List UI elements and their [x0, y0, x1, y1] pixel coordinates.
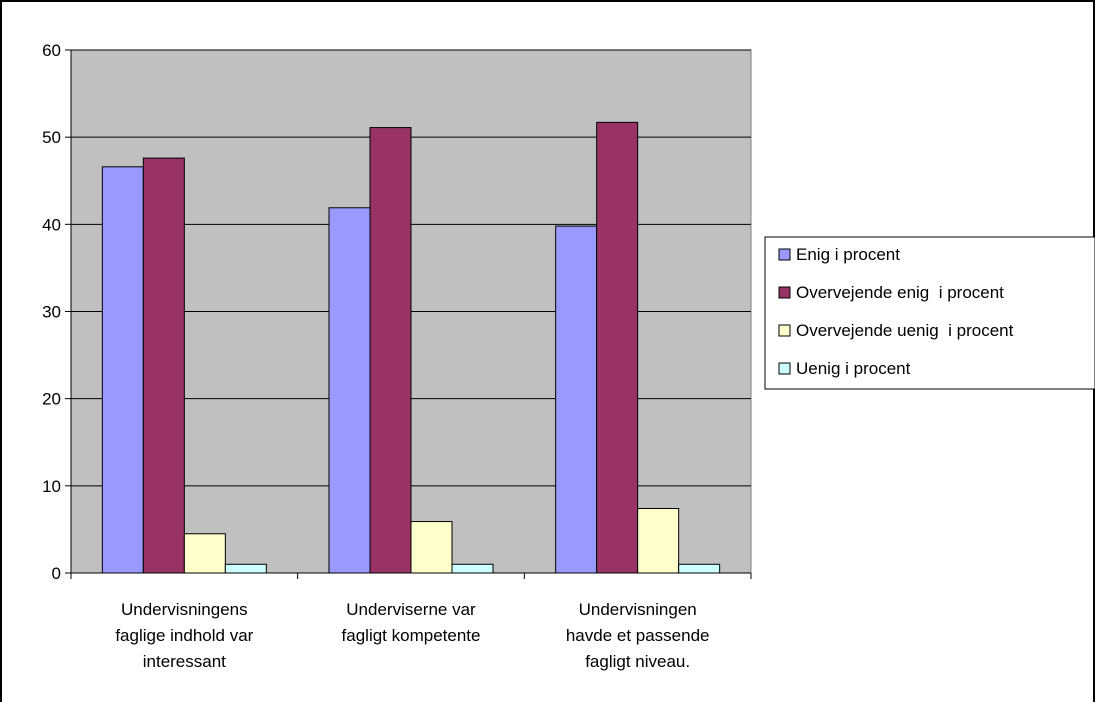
- legend-swatch-2: [778, 286, 791, 299]
- bar-series4-cat3: [678, 563, 721, 574]
- y-tick-label-30: 30: [42, 303, 61, 322]
- bar-series1-cat2: [328, 207, 371, 574]
- bar-series2-cat2: [369, 127, 412, 574]
- bar-series3-cat3: [637, 507, 680, 574]
- x-category-label-line: fagligt niveau.: [585, 652, 690, 671]
- x-category-label-line: faglige indhold var: [115, 626, 253, 645]
- x-category-label-line: havde et passende: [566, 626, 710, 645]
- y-tick-label-0: 0: [52, 564, 61, 583]
- y-tick-label-40: 40: [42, 215, 61, 234]
- legend-swatch-3: [778, 324, 791, 337]
- bar-series1-cat3: [555, 225, 598, 574]
- bar-series1-cat1: [101, 166, 144, 574]
- legend-box: [764, 236, 1095, 390]
- legend-label-4: Uenig i procent: [796, 359, 911, 378]
- legend-label-3: Overvejende uenig i procent: [796, 321, 1014, 340]
- legend-label-2: Overvejende enig i procent: [796, 283, 1004, 302]
- x-category-label-line: interessant: [143, 652, 226, 671]
- legend-swatch-1: [778, 248, 791, 261]
- legend: Enig i procent Overvejende enig i procent…: [764, 236, 1095, 390]
- x-category-label-1: Undervisningens faglige indhold var intere…: [115, 600, 253, 671]
- legend-label-1: Enig i procent: [796, 245, 900, 264]
- bar-series4-cat1: [224, 563, 267, 574]
- bar-series2-cat3: [596, 121, 639, 574]
- x-category-label-2: Underviserne var fagligt kompetente: [342, 600, 481, 645]
- x-category-label-line: Undervisningens: [121, 600, 248, 619]
- y-tick-label-10: 10: [42, 477, 61, 496]
- x-category-label-line: fagligt kompetente: [342, 626, 481, 645]
- bar-series4-cat2: [451, 563, 494, 574]
- x-category-label-line: Undervisningen: [579, 600, 697, 619]
- bar-series2-cat1: [142, 157, 185, 574]
- y-tick-label-20: 20: [42, 390, 61, 409]
- legend-swatch-4: [778, 362, 791, 375]
- y-axis-ticks: 0 10 20 30 40 50 60: [42, 41, 71, 583]
- x-category-label-3: Undervisningen havde et passende fagligt n…: [566, 600, 710, 671]
- bar-series3-cat1: [183, 533, 226, 574]
- y-tick-label-50: 50: [42, 128, 61, 147]
- x-axis-labels: Undervisningens faglige indhold var intere…: [115, 600, 709, 671]
- y-tick-label-60: 60: [42, 41, 61, 60]
- bar-series3-cat2: [410, 521, 453, 574]
- x-category-label-line: Underviserne var: [346, 600, 476, 619]
